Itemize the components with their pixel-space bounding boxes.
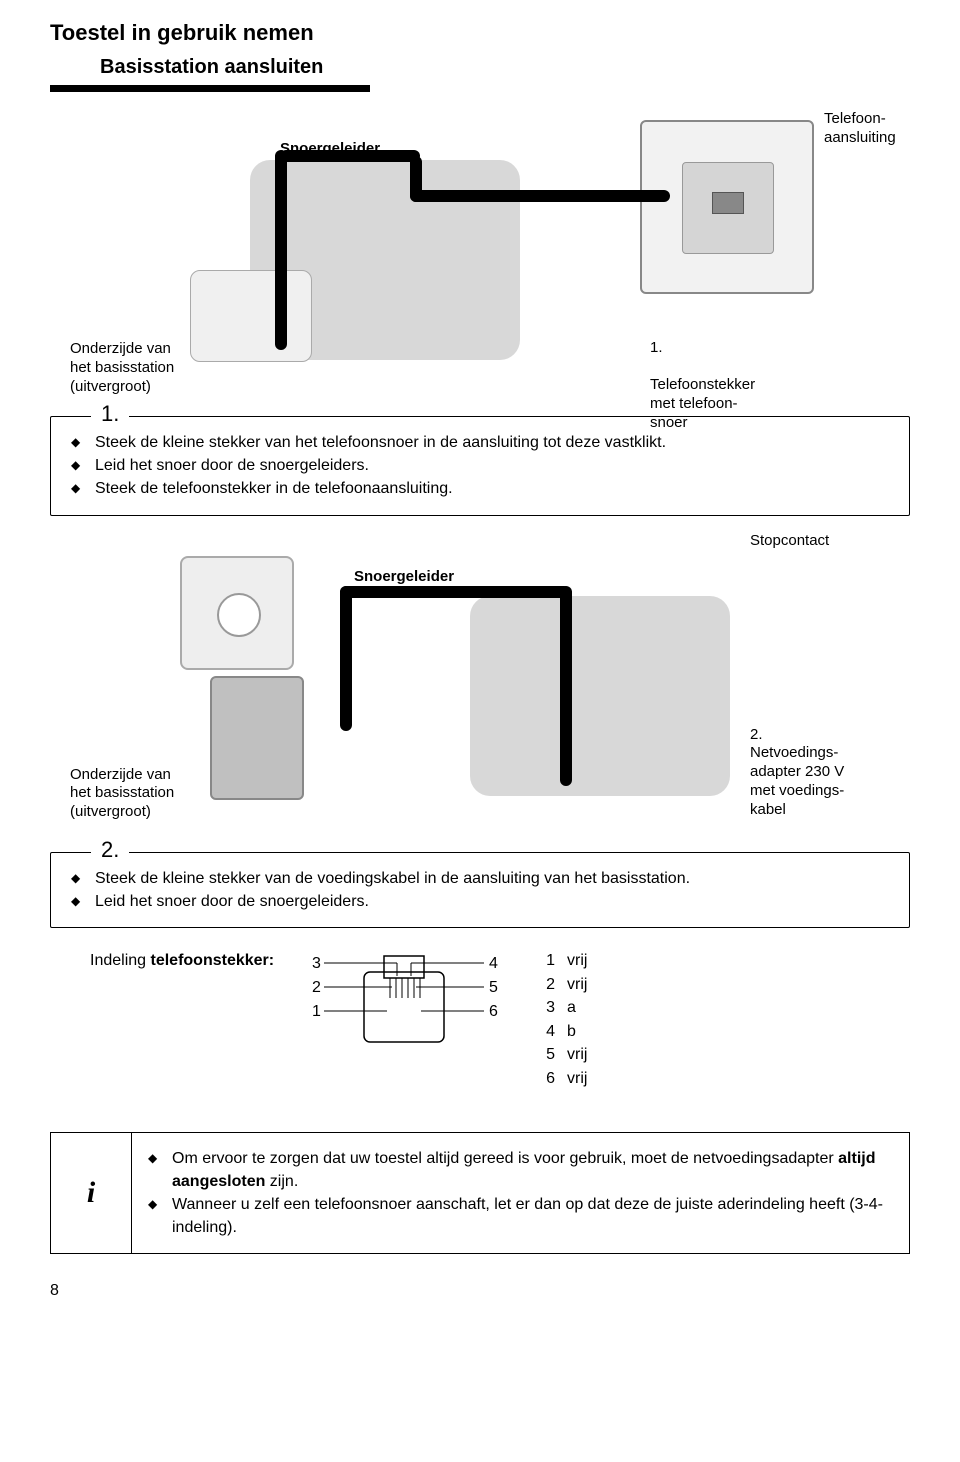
pin-num: 1 [546, 950, 565, 972]
label-snoergeleider: Snoergeleider [280, 140, 380, 157]
list-item: Wanneer u zelf een telefoonsnoer aanscha… [148, 1193, 893, 1239]
info-text-pre: Om ervoor te zorgen dat uw toestel altij… [172, 1150, 838, 1167]
pin-left-2: 2 [312, 979, 321, 996]
label-nv-text: Netvoedings- adapter 230 V met voedings-… [750, 744, 844, 817]
label-snoergeleider-2: Snoergeleider [350, 568, 458, 585]
pinout-label-bold: telefoonstekker: [151, 952, 275, 969]
pin-val: a [567, 997, 597, 1019]
pin-val: vrij [567, 974, 597, 996]
pin-num: 6 [546, 1068, 565, 1090]
base-station-illustration-2 [470, 596, 730, 796]
pin-num: 4 [546, 1021, 565, 1043]
list-item: Leid het snoer door de snoergeleiders. [71, 890, 893, 913]
cable-segment [340, 586, 352, 731]
step-2-box: 2. Steek de kleine stekker van de voedin… [50, 852, 910, 928]
step-1-number: 1. [91, 401, 129, 427]
pin-val: vrij [567, 950, 597, 972]
cable-segment [275, 150, 287, 350]
table-row: 3a [546, 997, 597, 1019]
label-stopcontact: Stopcontact [750, 532, 829, 549]
diagram-1: Snoergeleider Telefoon- aansluiting 1. T… [90, 110, 910, 410]
cable-segment [340, 586, 570, 598]
step-2-list: Steek de kleine stekker van de voedingsk… [71, 867, 893, 913]
pin-right-4: 4 [489, 955, 498, 972]
diagram-2: Snoergeleider Stopcontact Onderzijde van… [90, 536, 910, 846]
pinout-label-prefix: Indeling [90, 952, 151, 969]
page-title: Toestel in gebruik nemen [50, 20, 910, 46]
pin-left-1: 1 [312, 1003, 321, 1020]
pin-right-6: 6 [489, 1003, 498, 1020]
power-adapter [210, 676, 304, 800]
pin-val: vrij [567, 1068, 597, 1090]
pin-num: 5 [546, 1044, 565, 1066]
pinout-diagram: 3 2 1 4 5 6 [294, 948, 514, 1063]
label-onderzijde: Onderzijde van het basisstation (uitverg… [70, 340, 174, 396]
list-item: Steek de kleine stekker van het telefoon… [71, 431, 893, 454]
pin-val: vrij [567, 1044, 597, 1066]
label-onderzijde-2: Onderzijde van het basisstation (uitverg… [70, 766, 174, 822]
pinout-legend: 1vrij 2vrij 3a 4b 5vrij 6vrij [544, 948, 599, 1092]
label-netvoedingsadapter: 2. Netvoedings- adapter 230 V met voedin… [750, 726, 844, 820]
info-text-pre: Wanneer u zelf een telefoonsnoer aanscha… [172, 1196, 883, 1236]
info-icon: i [50, 1132, 132, 1255]
section-title: Basisstation aansluiten [100, 56, 910, 79]
pinout-label: Indeling telefoonstekker: [90, 948, 274, 970]
phone-wallplate [640, 120, 814, 294]
info-text-post: zijn. [265, 1173, 298, 1190]
step-1-box: 1. Steek de kleine stekker van het telef… [50, 416, 910, 516]
pin-left-3: 3 [312, 955, 321, 972]
cable-segment [560, 586, 572, 786]
step-1-list: Steek de kleine stekker van het telefoon… [71, 431, 893, 501]
page-number: 8 [50, 1282, 910, 1300]
info-content: Om ervoor te zorgen dat uw toestel altij… [132, 1132, 910, 1255]
pin-num: 2 [546, 974, 565, 996]
power-outlet [180, 556, 294, 670]
table-row: 2vrij [546, 974, 597, 996]
label-telefoonaansluiting: Telefoon- aansluiting [824, 110, 896, 148]
pinout-section: Indeling telefoonstekker: 3 2 1 4 5 6 [90, 948, 910, 1092]
section-rule [50, 85, 370, 92]
pin-right-5: 5 [489, 979, 498, 996]
table-row: 4b [546, 1021, 597, 1043]
label-nv-num: 2. [750, 726, 763, 743]
list-item: Steek de telefoonstekker in de telefoona… [71, 477, 893, 500]
table-row: 5vrij [546, 1044, 597, 1066]
list-item: Om ervoor te zorgen dat uw toestel altij… [148, 1147, 893, 1193]
info-box: i Om ervoor te zorgen dat uw toestel alt… [50, 1132, 910, 1255]
step-2-number: 2. [91, 837, 129, 863]
list-item: Steek de kleine stekker van de voedingsk… [71, 867, 893, 890]
table-row: 6vrij [546, 1068, 597, 1090]
cable-segment [410, 156, 422, 202]
pin-num: 3 [546, 997, 565, 1019]
cable-segment [410, 190, 670, 202]
label-stk-num: 1. [650, 339, 663, 356]
table-row: 1vrij [546, 950, 597, 972]
pin-val: b [567, 1021, 597, 1043]
list-item: Leid het snoer door de snoergeleiders. [71, 454, 893, 477]
